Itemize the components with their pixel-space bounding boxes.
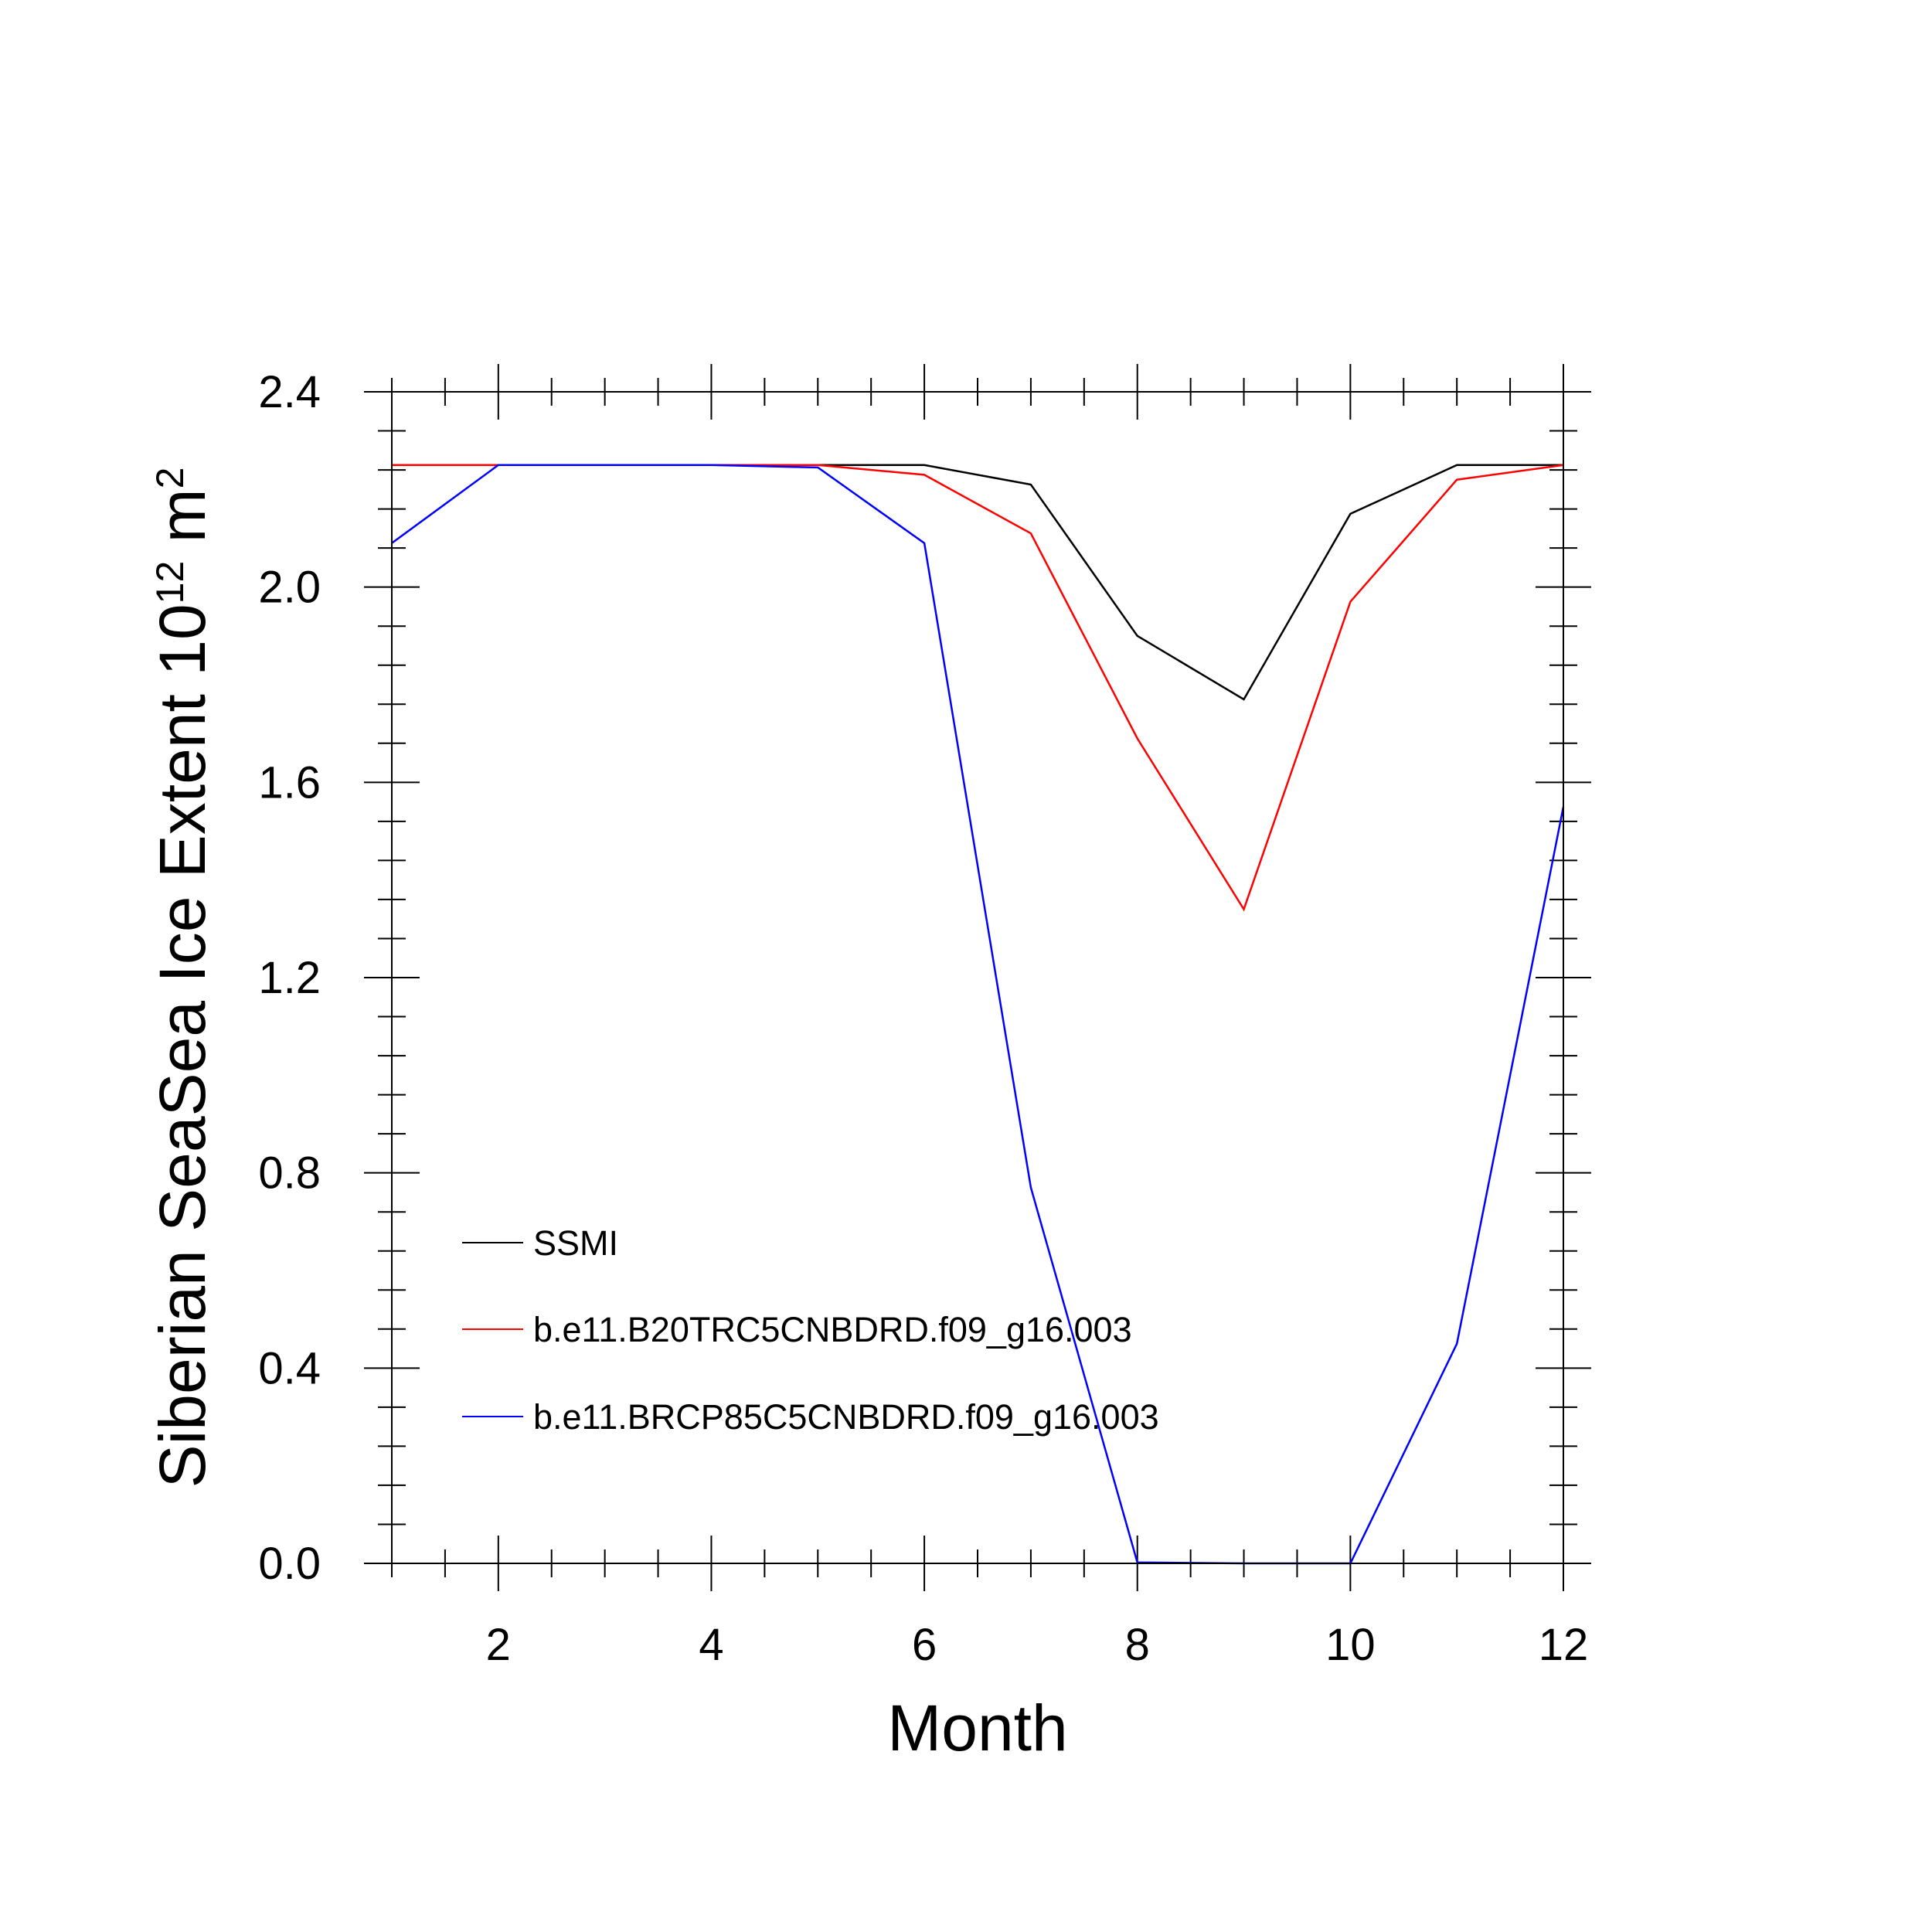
x-tick-label: 2 bbox=[486, 1620, 511, 1670]
legend-label-b20trc: b.e11.B20TRC5CNBDRD.f09_g16.003 bbox=[533, 1310, 1132, 1349]
y-tick-label: 0.0 bbox=[258, 1539, 321, 1589]
y-axis-title-text: Siberian SeaSea Ice Extent 10 bbox=[146, 604, 219, 1488]
legend: SSMI b.e11.B20TRC5CNBDRD.f09_g16.003 b.e… bbox=[462, 1223, 1159, 1437]
y-axis-title-exponent: 12 bbox=[148, 561, 192, 604]
y-tick-label: 0.8 bbox=[258, 1148, 321, 1199]
series-line-1 bbox=[392, 464, 1563, 701]
y-tick-label: 0.4 bbox=[258, 1343, 321, 1393]
legend-entry: b.e11.B20TRC5CNBDRD.f09_g16.003 bbox=[462, 1310, 1132, 1349]
x-axis-title: Month bbox=[887, 1692, 1067, 1764]
x-tick-label: 4 bbox=[699, 1620, 723, 1670]
series-line-2 bbox=[392, 464, 1564, 912]
y-tick-labels: 0.0 0.4 0.8 1.2 1.6 2.0 2.4 bbox=[258, 367, 321, 1589]
legend-entry: SSMI bbox=[462, 1223, 618, 1263]
x-tick-label: 12 bbox=[1539, 1620, 1589, 1670]
x-tick-label: 10 bbox=[1325, 1620, 1376, 1670]
plot-frame bbox=[391, 391, 1564, 1564]
y-tick-label: 1.2 bbox=[258, 953, 321, 1003]
series-line-3 bbox=[391, 464, 1565, 1565]
y-tick-label: 1.6 bbox=[258, 757, 321, 808]
series-layer bbox=[391, 464, 1565, 1565]
legend-entry: b.e11.BRCP85C5CNBDRD.f09_g16.003 bbox=[462, 1397, 1159, 1437]
y-tick-label: 2.4 bbox=[258, 367, 321, 417]
x-tick-labels: 2 4 6 8 10 12 bbox=[486, 1620, 1589, 1670]
y-tick-label: 2.0 bbox=[258, 563, 321, 613]
legend-label-ssmi: SSMI bbox=[533, 1223, 618, 1263]
y-axis-title: Siberian SeaSea Ice Extent 1012 m2 bbox=[146, 468, 219, 1488]
x-tick-label: 6 bbox=[912, 1620, 937, 1670]
y-axis-title-unit-exponent: 2 bbox=[148, 468, 192, 489]
legend-label-brcp85: b.e11.BRCP85C5CNBDRD.f09_g16.003 bbox=[533, 1397, 1159, 1437]
x-tick-label: 8 bbox=[1125, 1620, 1150, 1670]
y-axis-title-unit: m bbox=[146, 488, 219, 560]
